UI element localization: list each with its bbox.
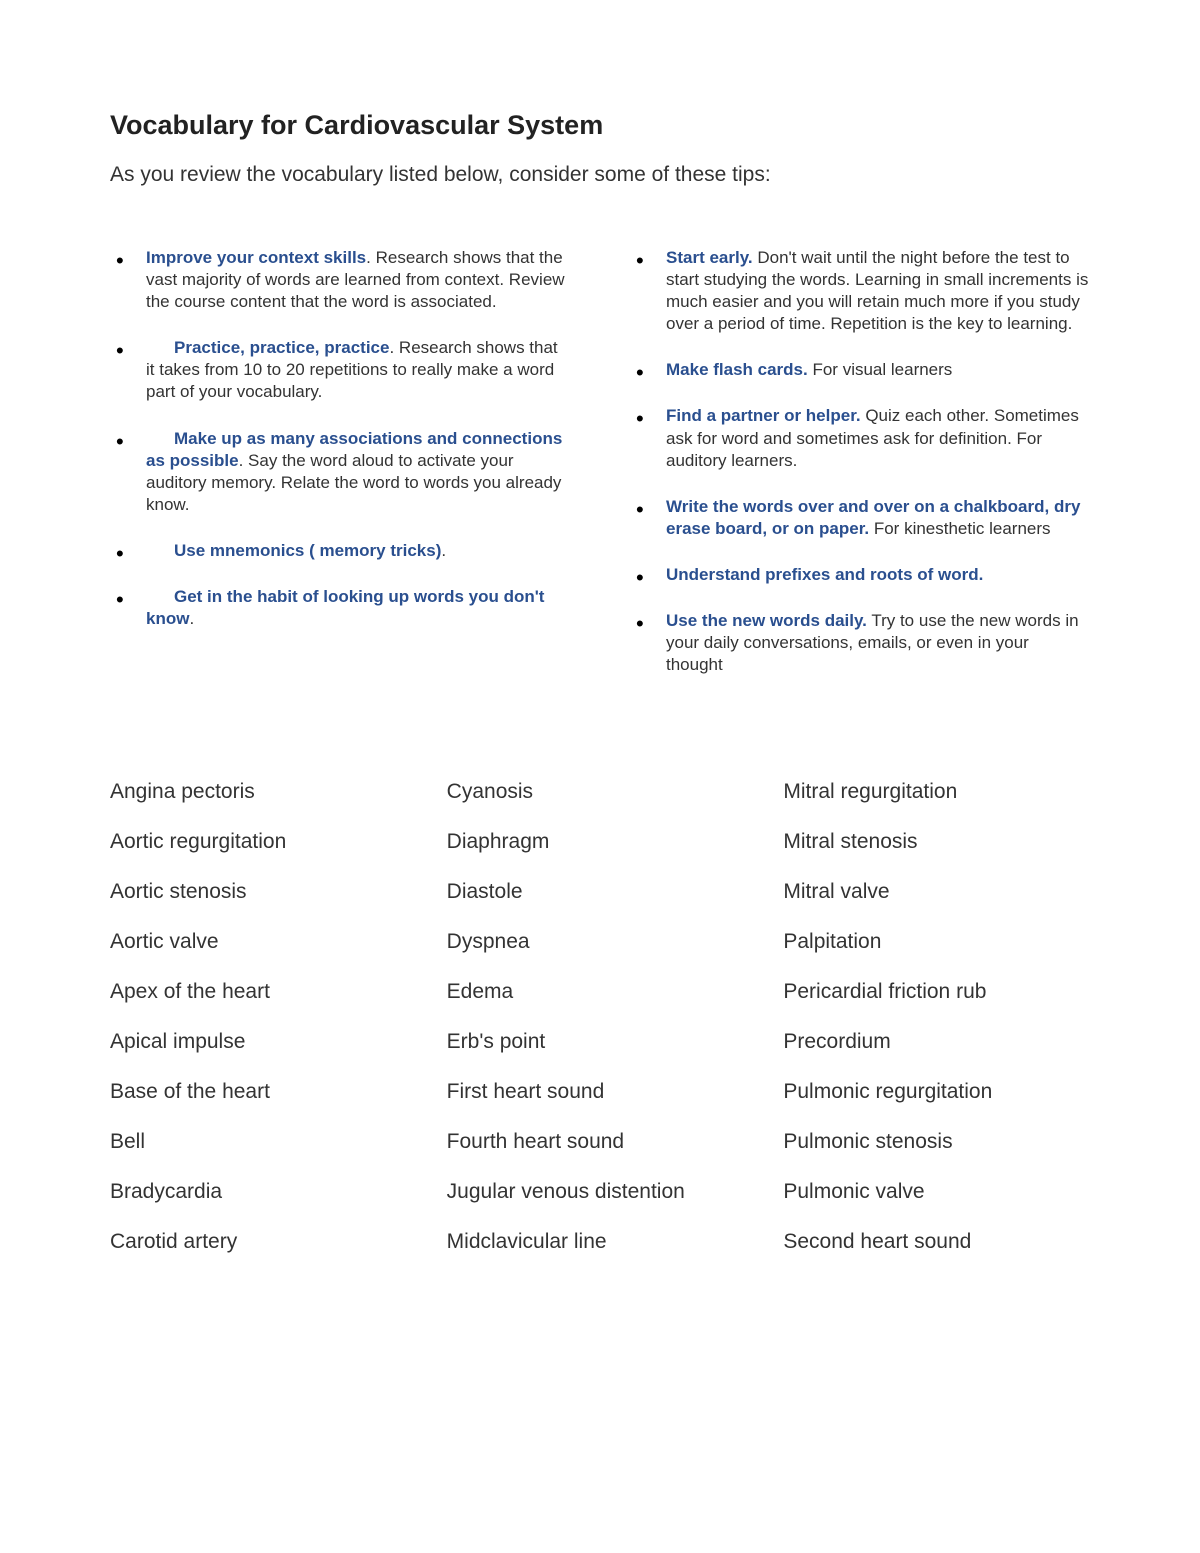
tip-list-right: Start early. Don't wait until the night … <box>630 247 1090 676</box>
tip-list-left: Improve your context skills. Research sh… <box>110 247 570 630</box>
vocabulary-section: Angina pectoris Aortic regurgitation Aorti… <box>110 780 1090 1280</box>
vocab-column-1: Angina pectoris Aortic regurgitation Aorti… <box>110 780 417 1280</box>
vocab-term: Diastole <box>447 880 754 904</box>
tip-bold-text: Use mnemonics ( memory tricks) <box>174 541 441 560</box>
vocab-term: Dyspnea <box>447 930 754 954</box>
tip-bold-text: Get in the habit of looking up words you… <box>146 587 544 628</box>
tip-item: Use mnemonics ( memory tricks). <box>110 540 570 562</box>
vocab-term: Pulmonic valve <box>783 1180 1090 1204</box>
tips-right-column: Start early. Don't wait until the night … <box>630 247 1090 700</box>
vocab-term: Cyanosis <box>447 780 754 804</box>
vocab-term: Aortic stenosis <box>110 880 417 904</box>
tip-bold-text: Make flash cards. <box>666 360 808 379</box>
vocab-term: Pericardial friction rub <box>783 980 1090 1004</box>
tip-bold-text: Start early. <box>666 248 753 267</box>
page-title: Vocabulary for Cardiovascular System <box>110 110 1090 141</box>
tip-item: Get in the habit of looking up words you… <box>110 586 570 630</box>
vocab-term: Bell <box>110 1130 417 1154</box>
tip-item: Practice, practice, practice. Research s… <box>110 337 570 403</box>
vocab-term: Mitral stenosis <box>783 830 1090 854</box>
vocab-term: Apex of the heart <box>110 980 417 1004</box>
vocab-term: Apical impulse <box>110 1030 417 1054</box>
tips-section: Improve your context skills. Research sh… <box>110 247 1090 700</box>
vocab-term: Precordium <box>783 1030 1090 1054</box>
vocab-term: Edema <box>447 980 754 1004</box>
tip-rest-text: For kinesthetic learners <box>869 519 1050 538</box>
vocab-term: Pulmonic regurgitation <box>783 1080 1090 1104</box>
tip-item: Use the new words daily. Try to use the … <box>630 610 1090 676</box>
tip-rest-text: . <box>189 609 194 628</box>
vocab-term: Jugular venous distention <box>447 1180 754 1204</box>
vocab-term: Diaphragm <box>447 830 754 854</box>
tip-item: Start early. Don't wait until the night … <box>630 247 1090 335</box>
tip-bold-text: Practice, practice, practice <box>174 338 389 357</box>
tip-item: Write the words over and over on a chalk… <box>630 496 1090 540</box>
tip-item: Find a partner or helper. Quiz each othe… <box>630 405 1090 471</box>
tip-item: Make flash cards. For visual learners <box>630 359 1090 381</box>
vocab-term: Pulmonic stenosis <box>783 1130 1090 1154</box>
vocab-term: Carotid artery <box>110 1230 417 1254</box>
intro-text: As you review the vocabulary listed belo… <box>110 163 1090 187</box>
vocab-term: Base of the heart <box>110 1080 417 1104</box>
tip-bold-text: Improve your context skills <box>146 248 366 267</box>
vocab-column-2: Cyanosis Diaphragm Diastole Dyspnea Edema Erb… <box>447 780 754 1280</box>
vocab-term: Bradycardia <box>110 1180 417 1204</box>
vocab-term: Aortic regurgitation <box>110 830 417 854</box>
tip-item: Understand prefixes and roots of word. <box>630 564 1090 586</box>
document-page: Vocabulary for Cardiovascular System As … <box>0 0 1200 1553</box>
vocab-term: Palpitation <box>783 930 1090 954</box>
vocab-term: Angina pectoris <box>110 780 417 804</box>
vocab-term: Erb's point <box>447 1030 754 1054</box>
tips-left-column: Improve your context skills. Research sh… <box>110 247 570 700</box>
vocab-term: First heart sound <box>447 1080 754 1104</box>
tip-item: Make up as many associations and connect… <box>110 428 570 516</box>
tip-bold-text: Use the new words daily. <box>666 611 867 630</box>
vocab-column-3: Mitral regurgitation Mitral stenosis Mitra… <box>783 780 1090 1280</box>
tip-bold-text: Understand prefixes and roots of word. <box>666 565 983 584</box>
tip-rest-text: For visual learners <box>808 360 953 379</box>
vocab-term: Mitral regurgitation <box>783 780 1090 804</box>
tip-rest-text: . <box>441 541 446 560</box>
vocab-term: Midclavicular line <box>447 1230 754 1254</box>
tip-item: Improve your context skills. Research sh… <box>110 247 570 313</box>
vocab-term: Second heart sound <box>783 1230 1090 1254</box>
vocab-term: Mitral valve <box>783 880 1090 904</box>
vocab-term: Fourth heart sound <box>447 1130 754 1154</box>
vocab-term: Aortic valve <box>110 930 417 954</box>
tip-bold-text: Find a partner or helper. <box>666 406 861 425</box>
